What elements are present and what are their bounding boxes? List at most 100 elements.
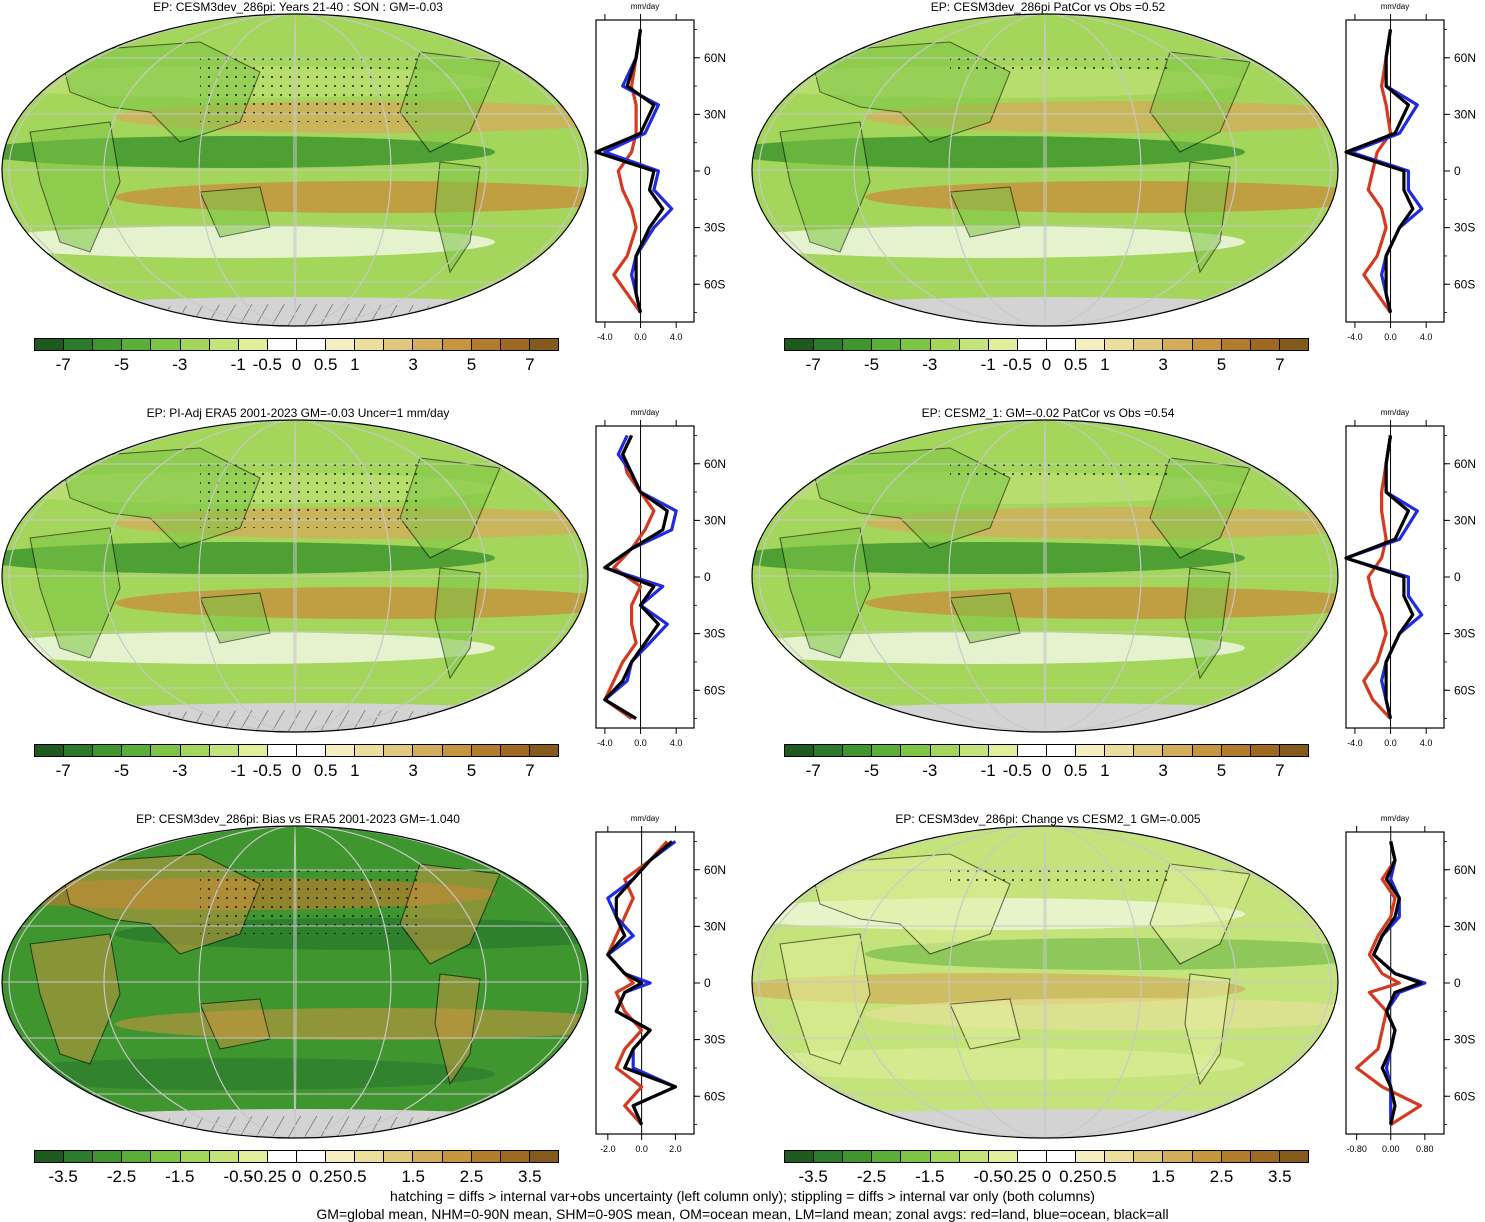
lat-tick-label: 60N xyxy=(1454,863,1476,877)
colorbar-box xyxy=(442,745,472,756)
colorbar-box xyxy=(384,339,414,350)
zonal-profile: mm/day 60N 30N 0 30S 60S -4.0 0.0 4.0 xyxy=(594,2,726,342)
colorbar-box xyxy=(1192,745,1222,756)
lat-tick-label: 60S xyxy=(704,277,725,291)
zonal-profile: mm/day 60N 30N 0 30S 60S -2.0 0.0 2.0 xyxy=(595,814,726,1154)
colorbar-label: 0.5 xyxy=(313,761,338,780)
panel-1: EP: CESM3dev_286pi: Years 21-40 : SON : … xyxy=(0,0,740,400)
graticule-lon xyxy=(103,826,487,1138)
precip-band xyxy=(2,1058,495,1090)
colorbar-box xyxy=(1076,745,1106,756)
colorbar-label: 1.5 xyxy=(401,1167,425,1186)
colorbar-box xyxy=(959,745,989,756)
graticule-lon xyxy=(198,826,392,1138)
colorbar-box xyxy=(1279,339,1308,350)
colorbar-box xyxy=(209,339,239,350)
graticule-lon xyxy=(8,14,582,326)
colorbar-label: -0.5 xyxy=(973,1167,1003,1186)
colorbar-box xyxy=(901,339,931,350)
colorbar-label: -3.5 xyxy=(798,1167,828,1186)
colorbar-label: 0.25 xyxy=(309,1167,343,1186)
map-plot xyxy=(1,825,589,1139)
colorbar-box xyxy=(151,1151,181,1162)
hatching xyxy=(130,304,500,326)
colorbar-label: -1 xyxy=(230,761,246,780)
profile-line-all xyxy=(1372,841,1423,1125)
colorbar-label: -0.5 xyxy=(223,1167,253,1186)
colorbar-box xyxy=(180,339,210,350)
graticule-lon xyxy=(1043,420,1047,732)
x-tick-label: -4.0 xyxy=(1347,332,1363,342)
stippling xyxy=(200,864,420,934)
graticule-lon xyxy=(8,420,582,732)
colorbar-label: -3 xyxy=(922,761,938,780)
colorbar-box xyxy=(64,339,94,350)
graticule-lon xyxy=(1043,14,1047,326)
panel-title: EP: CESM2_1: GM=-0.02 PatCor vs Obs =0.5… xyxy=(921,406,1175,420)
map-border xyxy=(751,419,1339,733)
profile-line-land xyxy=(1362,29,1393,314)
colorbar-label: 3.5 xyxy=(1268,1167,1292,1186)
stippling xyxy=(950,458,1170,482)
colorbar-label: -1.5 xyxy=(915,1167,945,1186)
colorbar-box xyxy=(814,1151,844,1162)
profile-frame xyxy=(595,425,695,729)
colorbar-box xyxy=(872,745,902,756)
continent-outline xyxy=(1149,457,1251,559)
colorbar-label: 0 xyxy=(1041,355,1052,374)
colorbar-box xyxy=(93,1151,123,1162)
x-tick-label: 4.0 xyxy=(1420,332,1433,342)
colorbar-label: 3 xyxy=(1158,761,1168,780)
colorbar-box xyxy=(814,339,844,350)
colorbar-label: -1 xyxy=(230,355,246,374)
map-plot xyxy=(751,825,1339,1139)
colorbar-box xyxy=(384,745,414,756)
colorbar-box xyxy=(355,339,385,350)
graticule-lon xyxy=(948,14,1142,326)
colorbar-label: 5 xyxy=(1216,761,1227,780)
colorbar-label: 1 xyxy=(350,761,360,780)
colorbar-label: -5 xyxy=(863,761,880,780)
x-tick-label: 0.00 xyxy=(1382,1144,1400,1154)
colorbar-box xyxy=(500,1151,530,1162)
lat-tick-label: 60S xyxy=(704,1089,725,1103)
colorbar-label: 0.5 xyxy=(1063,355,1088,374)
lat-tick-label: 60S xyxy=(1454,683,1475,697)
colorbar-box xyxy=(785,1151,815,1162)
colorbar-label: -0.5 xyxy=(252,355,282,374)
lat-tick-label: 60N xyxy=(704,457,726,471)
colorbar-box xyxy=(1046,339,1077,350)
zonal-profile: mm/day 60N 30N 0 30S 60S -4.0 0.0 4.0 xyxy=(1344,408,1476,748)
colorbar-box xyxy=(843,745,873,756)
colorbar-box xyxy=(1163,339,1193,350)
antarctica-missing xyxy=(840,1109,1270,1138)
zonal-profile: mm/day 60N 30N 0 30S 60S -0.80 0.00 0.80 xyxy=(1345,814,1476,1154)
lat-tick-label: 0 xyxy=(1454,164,1461,178)
x-tick-label: 0.80 xyxy=(1416,1144,1434,1154)
x-tick-label: -0.80 xyxy=(1346,1144,1367,1154)
continent-outline xyxy=(434,973,481,1086)
colorbar-label: 0.5 xyxy=(343,1167,367,1186)
graticule-lon xyxy=(853,826,1237,1138)
colorbar-box xyxy=(355,745,385,756)
stippling xyxy=(950,864,1170,888)
colorbar-box xyxy=(64,1151,94,1162)
colorbar-label: 0.5 xyxy=(1093,1167,1117,1186)
lat-tick-label: 30S xyxy=(704,221,725,235)
colorbar: -3.5 -2.5 -1.5 -0.5 -0.25 0 0.25 0.5 1.5 2.5 3.5 xyxy=(34,1150,559,1186)
colorbar-label: 0.5 xyxy=(1063,761,1088,780)
graticule-lon xyxy=(198,420,392,732)
colorbar-label: -7 xyxy=(55,761,71,780)
lat-tick-label: 30S xyxy=(704,1033,725,1047)
profile-line-all xyxy=(606,840,678,1126)
x-tick-label: -4.0 xyxy=(1347,738,1363,748)
continent-outline xyxy=(1184,973,1231,1086)
map-border xyxy=(1,419,589,733)
colorbar-box xyxy=(930,745,960,756)
panel-title: EP: CESM3dev_286pi PatCor vs Obs =0.52 xyxy=(930,0,1166,14)
colorbar-label: -5 xyxy=(113,761,130,780)
colorbar-box xyxy=(1105,1151,1135,1162)
colorbar-box xyxy=(529,1151,558,1162)
colorbar-label: -1 xyxy=(980,355,996,374)
colorbar-box xyxy=(988,745,1018,756)
